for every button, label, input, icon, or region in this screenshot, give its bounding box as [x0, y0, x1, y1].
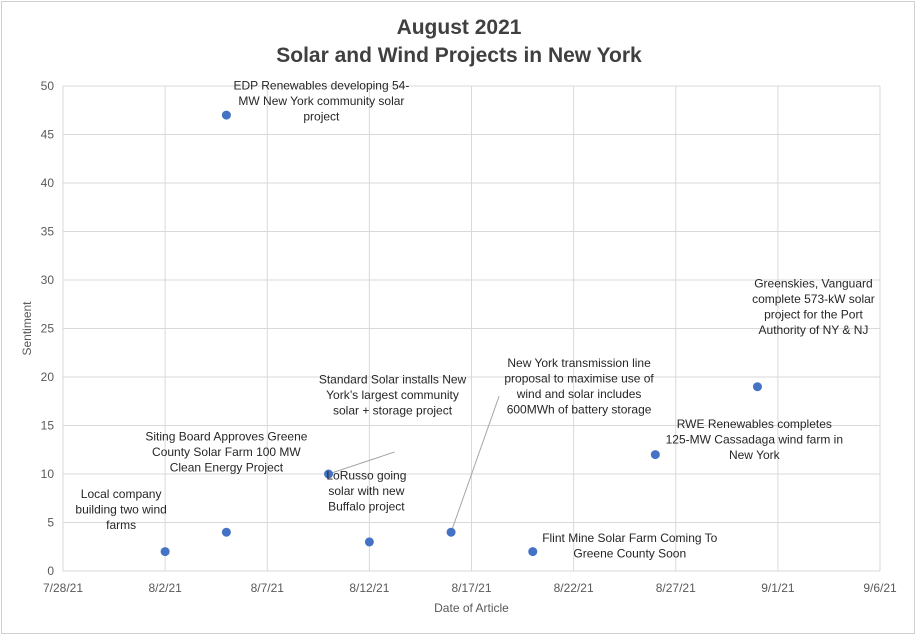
- data-point: [324, 469, 334, 479]
- x-tick-label: 8/7/21: [251, 581, 285, 595]
- data-annotations: Local company building two wind farms EDP R…: [75, 79, 874, 561]
- annotation-leader-lines: [328, 396, 500, 533]
- x-axis-ticks: 7/28/21 8/2/21 8/7/21 8/12/21 8/17/21 8/22/21…: [43, 581, 897, 595]
- x-tick-label: 9/1/21: [761, 581, 795, 595]
- data-annotation: Flint Mine Solar Farm Coming To Greene Co…: [542, 531, 717, 561]
- y-axis-ticks: 0 5 10 15 20 25 30 35 40 45 50: [41, 79, 55, 578]
- y-tick-label: 20: [41, 370, 55, 384]
- data-point: [752, 382, 762, 392]
- data-point: [221, 527, 231, 537]
- y-tick-label: 35: [41, 225, 55, 239]
- x-axis-title: Date of Article: [434, 601, 509, 615]
- data-annotation: LoRusso going solar with new Buffalo proje…: [326, 468, 406, 513]
- data-annotation: Greenskies, Vanguard complete 573-kW sola…: [752, 276, 875, 337]
- data-point: [446, 527, 456, 537]
- data-annotation: Siting Board Approves Greene County Solar…: [145, 430, 307, 475]
- x-tick-label: 8/17/21: [451, 581, 491, 595]
- data-point: [650, 450, 660, 460]
- annotation-leader-line: [450, 396, 500, 533]
- y-tick-label: 15: [41, 419, 55, 433]
- data-annotation: Standard Solar installs New York’s larges…: [319, 373, 467, 418]
- x-tick-label: 9/6/21: [863, 581, 897, 595]
- y-tick-label: 0: [47, 564, 54, 578]
- data-annotation: EDP Renewables developing 54-MW New York…: [233, 79, 409, 124]
- y-tick-label: 50: [41, 79, 55, 93]
- data-point: [528, 547, 538, 557]
- x-tick-label: 7/28/21: [43, 581, 83, 595]
- y-tick-label: 5: [47, 516, 54, 530]
- y-tick-label: 40: [41, 176, 55, 190]
- data-point: [364, 537, 374, 547]
- data-annotation: New York transmission line proposal to ma…: [504, 356, 654, 417]
- x-tick-label: 8/22/21: [554, 581, 594, 595]
- chart-title-line: August 2021: [397, 16, 522, 39]
- data-points: [160, 110, 762, 557]
- data-annotation: Local company building two wind farms: [75, 487, 166, 532]
- chart-title: August 2021 Solar and Wind Projects in Ne…: [276, 16, 642, 67]
- y-tick-label: 25: [41, 322, 55, 336]
- gridlines: [62, 85, 881, 572]
- y-tick-label: 30: [41, 273, 55, 287]
- x-tick-label: 8/27/21: [656, 581, 696, 595]
- annotation-leader-line: [328, 451, 395, 475]
- data-annotation: RWE Renewables completes 125-MW Cassadaga…: [666, 417, 843, 462]
- data-point: [160, 547, 170, 557]
- chart-title-line: Solar and Wind Projects in New York: [276, 44, 642, 67]
- x-tick-label: 8/12/21: [349, 581, 389, 595]
- y-tick-label: 10: [41, 467, 55, 481]
- y-tick-label: 45: [41, 128, 55, 142]
- x-tick-label: 8/2/21: [148, 581, 182, 595]
- data-point: [221, 110, 231, 120]
- y-axis-title: Sentiment: [20, 301, 34, 356]
